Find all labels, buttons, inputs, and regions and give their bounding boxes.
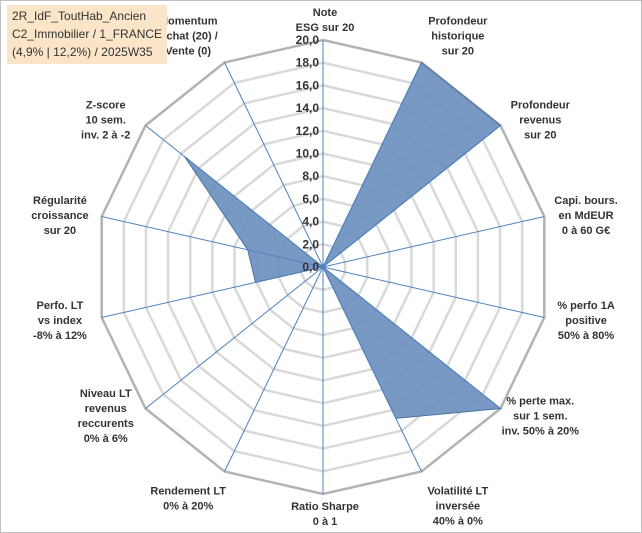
axis-label: historique: [431, 30, 484, 42]
axis-label: croissance: [31, 210, 88, 222]
axis-label: Profondeur: [428, 15, 488, 27]
axis-label: 10 sem.: [86, 115, 126, 127]
tick-label: 4,0: [302, 215, 319, 229]
axis-label: inv. 50% à 20%: [502, 425, 580, 437]
axis-label: 40% à 0%: [433, 516, 483, 528]
axis-label: % perfo 1A: [557, 300, 615, 312]
tick-label: 2,0: [302, 237, 319, 251]
axis-label: sur 20: [44, 225, 76, 237]
info-line-3: (4,9% | 12,2%) / 2025W35: [12, 45, 153, 59]
info-box: 2R_IdF_ToutHab_Ancien C2_Immobilier / 1_…: [7, 5, 168, 64]
axis-spoke: [145, 266, 324, 409]
tick-label: 18,0: [296, 56, 320, 70]
tick-label: 10,0: [296, 147, 320, 161]
axis-label: 0% à 20%: [163, 501, 213, 513]
axis-label: 50% à 80%: [558, 330, 614, 342]
axis-label: % perte max.: [506, 395, 574, 407]
tick-label: 14,0: [296, 101, 320, 115]
tick-label: 12,0: [296, 124, 320, 138]
axis-spoke: [322, 125, 501, 268]
axis-spoke: [322, 266, 545, 318]
axis-spoke: [322, 216, 545, 268]
axis-label: Rendement LT: [150, 486, 226, 498]
axis-label: 0 à 60 G€: [562, 225, 610, 237]
axis-label: Volatilité LT: [427, 486, 488, 498]
axis-label: Z-score: [86, 100, 126, 112]
axis-label: -8% à 12%: [33, 330, 87, 342]
axis-label: vs index: [38, 315, 83, 327]
axis-label: en MdEUR: [559, 210, 614, 222]
axis-label: Capi. bours.: [554, 195, 618, 207]
axis-spoke: [101, 216, 324, 268]
axis-label: revenus: [85, 403, 127, 415]
axis-label: Achat (20) /: [159, 30, 218, 42]
info-line-2: C2_Immobilier / 1_FRANCE: [12, 27, 163, 41]
axis-spoke: [322, 266, 501, 409]
axis-spoke: [224, 62, 324, 268]
tick-label: 16,0: [296, 78, 320, 92]
axis-label: positive: [565, 315, 607, 327]
axis-label: sur 20: [524, 130, 556, 142]
axis-label: 0 à 1: [313, 516, 337, 528]
axis-label: reccurents: [78, 418, 134, 430]
axis-label: ESG sur 20: [296, 22, 355, 34]
axis-label: revenus: [519, 115, 561, 127]
axis-spoke: [101, 266, 324, 318]
axis-label: 0% à 6%: [84, 433, 128, 445]
tick-label: 8,0: [302, 169, 319, 183]
axis-label: Perfo. LT: [37, 300, 84, 312]
axis-label: Régularité: [33, 195, 87, 207]
info-line-1: 2R_IdF_ToutHab_Ancien: [12, 9, 147, 23]
axis-label: Momentum: [159, 15, 218, 27]
axis-label: inversée: [436, 501, 481, 513]
axis-label: Profondeur: [511, 100, 571, 112]
tick-label: 20,0: [296, 33, 320, 47]
tick-label: 0,0: [302, 260, 319, 274]
axis-label: sur 1 sem.: [513, 410, 567, 422]
axis-label: Niveau LT: [80, 388, 132, 400]
axis-spoke: [145, 125, 324, 268]
axis-spoke: [322, 62, 422, 268]
axis-label: Ratio Sharpe: [291, 501, 359, 513]
tick-label: 6,0: [302, 192, 319, 206]
axis-label: Vente (0): [165, 45, 211, 57]
axis-spoke: [322, 266, 422, 472]
axis-label: Note: [313, 7, 337, 19]
axis-label: inv. 2 à -2: [81, 130, 130, 142]
axis-label: sur 20: [442, 45, 474, 57]
axis-spoke: [224, 266, 324, 472]
